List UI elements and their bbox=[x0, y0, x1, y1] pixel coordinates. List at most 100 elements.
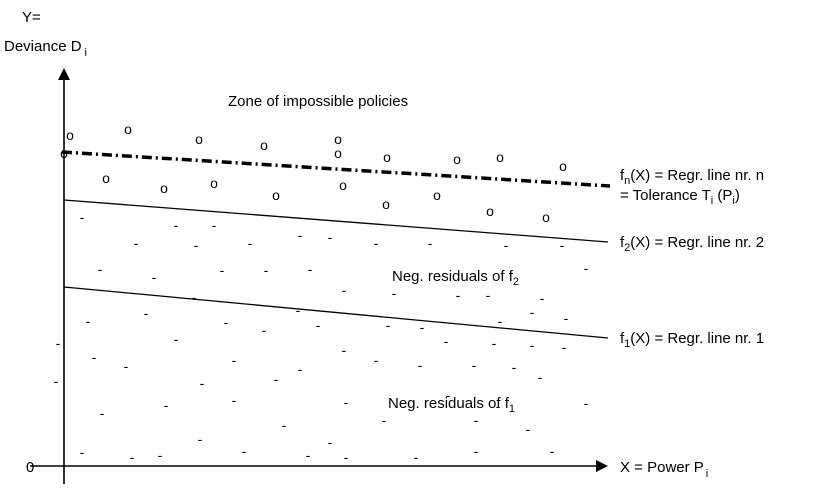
dash-marker: - bbox=[504, 237, 509, 253]
regression-line-fn bbox=[61, 150, 611, 188]
dash-marker: - bbox=[560, 237, 565, 253]
dash-marker: - bbox=[264, 262, 269, 278]
circle-marker: o bbox=[486, 203, 494, 219]
dash-marker: - bbox=[342, 282, 347, 298]
dash-marker: - bbox=[418, 357, 423, 373]
dash-marker: - bbox=[152, 269, 157, 285]
circle-marker: o bbox=[334, 131, 342, 147]
dash-marker: - bbox=[512, 359, 517, 375]
dash-marker: - bbox=[80, 209, 85, 225]
regression-line-f2 bbox=[63, 199, 609, 243]
dash-marker: - bbox=[530, 304, 535, 320]
dash-marker: - bbox=[86, 313, 91, 329]
circle-marker: o bbox=[66, 127, 74, 143]
dash-marker: - bbox=[130, 449, 135, 465]
circle-marker: o bbox=[559, 158, 567, 174]
dash-marker: - bbox=[306, 447, 311, 463]
dash-marker: - bbox=[342, 342, 347, 358]
dash-marker: - bbox=[344, 394, 349, 410]
dash-marker: - bbox=[420, 319, 425, 335]
dash-marker: - bbox=[296, 302, 301, 318]
f1-line-label: f1(X) = Regr. line nr. 1 bbox=[620, 330, 764, 350]
dash-marker: - bbox=[174, 331, 179, 347]
dash-marker: - bbox=[232, 352, 237, 368]
circle-marker: o bbox=[60, 145, 68, 161]
dash-marker: - bbox=[298, 227, 303, 243]
dash-marker: - bbox=[158, 447, 163, 463]
dash-marker: - bbox=[192, 289, 197, 305]
dash-marker: - bbox=[414, 449, 419, 465]
dash-marker: - bbox=[224, 314, 229, 330]
dash-marker: - bbox=[374, 352, 379, 368]
dash-marker: - bbox=[212, 217, 217, 233]
dash-marker: - bbox=[584, 260, 589, 276]
dash-marker: - bbox=[584, 395, 589, 411]
neg-residuals-f2-label: Neg. residuals of f2 bbox=[392, 268, 519, 288]
dash-marker: - bbox=[498, 313, 503, 329]
circle-marker: o bbox=[195, 131, 203, 147]
circle-marker: o bbox=[433, 187, 441, 203]
tolerance-label: = Tolerance Ti (Pi) bbox=[620, 187, 740, 207]
f2-line-label: f2(X) = Regr. line nr. 2 bbox=[620, 234, 764, 254]
circle-marker: o bbox=[496, 149, 504, 165]
dash-marker: - bbox=[282, 417, 287, 433]
dash-marker: - bbox=[428, 235, 433, 251]
neg-residuals-f1-label: Neg. residuals of f1 bbox=[388, 395, 515, 415]
dash-marker: - bbox=[100, 405, 105, 421]
dash-marker: - bbox=[392, 285, 397, 301]
circle-marker: o bbox=[382, 196, 390, 212]
dash-marker: - bbox=[328, 434, 333, 450]
dash-marker: - bbox=[248, 235, 253, 251]
dash-marker: - bbox=[56, 335, 61, 351]
circle-marker: o bbox=[542, 209, 550, 225]
dash-marker: - bbox=[220, 262, 225, 278]
circle-marker: o bbox=[453, 151, 461, 167]
dash-marker: - bbox=[144, 305, 149, 321]
circle-marker: o bbox=[339, 177, 347, 193]
dash-marker: - bbox=[550, 443, 555, 459]
dash-marker: - bbox=[386, 317, 391, 333]
dash-marker: - bbox=[474, 443, 479, 459]
dash-marker: - bbox=[274, 371, 279, 387]
circle-marker: o bbox=[102, 170, 110, 186]
dash-marker: - bbox=[474, 412, 479, 428]
dash-marker: - bbox=[538, 369, 543, 385]
dash-marker: - bbox=[198, 431, 203, 447]
dash-marker: - bbox=[308, 261, 313, 277]
circle-marker: o bbox=[124, 121, 132, 137]
dash-marker: - bbox=[134, 235, 139, 251]
dash-marker: - bbox=[540, 290, 545, 306]
dash-marker: - bbox=[526, 421, 531, 437]
dash-marker: - bbox=[232, 392, 237, 408]
dash-marker: - bbox=[562, 339, 567, 355]
dash-marker: - bbox=[200, 375, 205, 391]
circle-marker: o bbox=[334, 145, 342, 161]
y-axis-label-line1: Y= bbox=[22, 9, 41, 26]
regression-line-f1 bbox=[63, 286, 609, 339]
dash-marker: - bbox=[92, 349, 97, 365]
circle-marker: o bbox=[272, 187, 280, 203]
circle-marker: o bbox=[260, 137, 268, 153]
dash-marker: - bbox=[164, 397, 169, 413]
dash-marker: - bbox=[328, 229, 333, 245]
dash-marker: - bbox=[80, 444, 85, 460]
dash-marker: - bbox=[54, 373, 59, 389]
dash-marker: - bbox=[262, 322, 267, 338]
circle-marker: o bbox=[210, 175, 218, 191]
dash-marker: - bbox=[530, 337, 535, 353]
dash-marker: - bbox=[492, 335, 497, 351]
dash-marker: - bbox=[242, 443, 247, 459]
circle-marker: o bbox=[160, 180, 168, 196]
dash-marker: - bbox=[194, 237, 199, 253]
circle-marker: o bbox=[383, 149, 391, 165]
dash-marker: - bbox=[564, 310, 569, 326]
dash-marker: - bbox=[444, 333, 449, 349]
dash-marker: - bbox=[472, 357, 477, 373]
dash-marker: - bbox=[98, 261, 103, 277]
dash-marker: - bbox=[496, 398, 501, 414]
dash-marker: - bbox=[486, 287, 491, 303]
